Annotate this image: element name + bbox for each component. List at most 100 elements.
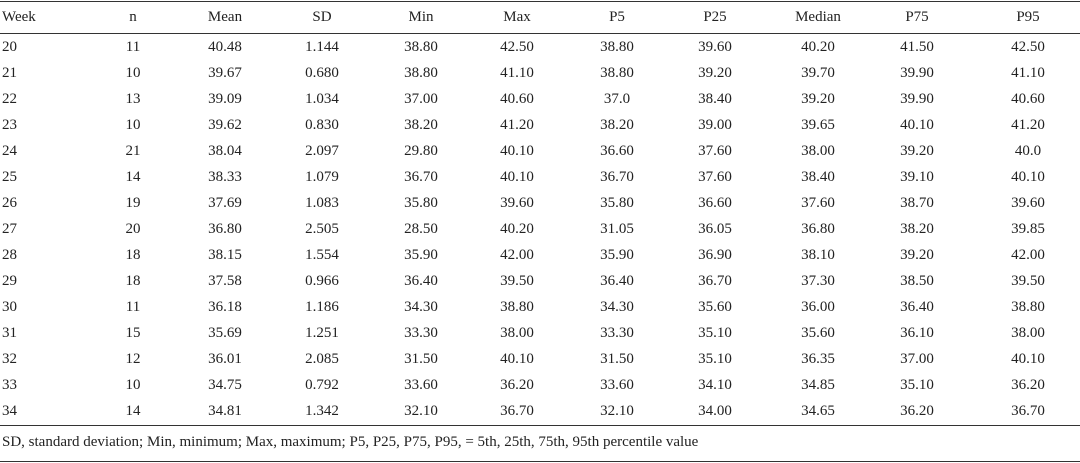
table-cell: 40.10	[500, 169, 534, 185]
table-cell: 39.70	[801, 65, 835, 81]
header-rule	[0, 33, 1080, 34]
header-cell: Max	[503, 9, 531, 25]
table-cell: 21	[125, 143, 141, 159]
header-cell: P25	[703, 9, 727, 25]
table-cell: 39.00	[698, 117, 732, 133]
table-cell: 38.20	[600, 117, 634, 133]
table-cell: 22	[2, 91, 17, 107]
table-cell: 36.01	[208, 351, 242, 367]
table-cell: 39.60	[1011, 195, 1045, 211]
table-cell: 19	[125, 195, 141, 211]
table-cell: 25	[2, 169, 17, 185]
table-cell: 34.00	[698, 403, 732, 419]
table-cell: 2.085	[305, 351, 339, 367]
table-cell: 37.69	[208, 195, 242, 211]
table-cell: 38.04	[208, 143, 242, 159]
table-cell: 34.81	[208, 403, 242, 419]
table-cell: 38.33	[208, 169, 242, 185]
table-cell: 28	[2, 247, 17, 263]
table-cell: 38.80	[404, 65, 438, 81]
table-cell: 0.830	[305, 117, 339, 133]
table-cell: 36.00	[801, 299, 835, 315]
table-cell: 32.10	[404, 403, 438, 419]
table-cell: 20	[2, 39, 17, 55]
table-cell: 38.20	[404, 117, 438, 133]
table-cell: 10	[125, 377, 141, 393]
table-cell: 40.10	[900, 117, 934, 133]
table-cell: 36.40	[600, 273, 634, 289]
table-cell: 33.60	[404, 377, 438, 393]
table-cell: 35.80	[600, 195, 634, 211]
table-cell: 24	[2, 143, 17, 159]
table-cell: 36.70	[600, 169, 634, 185]
table-cell: 37.60	[801, 195, 835, 211]
table-cell: 15	[125, 325, 141, 341]
table-cell: 11	[125, 299, 141, 315]
table-cell: 18	[125, 273, 141, 289]
table-cell: 36.80	[801, 221, 835, 237]
table-cell: 38.40	[801, 169, 835, 185]
table-cell: 41.20	[1011, 117, 1045, 133]
table-cell: 37.00	[900, 351, 934, 367]
table-cell: 1.186	[305, 299, 339, 315]
table-cell: 41.10	[1011, 65, 1045, 81]
table-cell: 36.70	[1011, 403, 1045, 419]
table-cell: 39.60	[698, 39, 732, 55]
table-cell: 38.50	[900, 273, 934, 289]
table-cell: 36.70	[404, 169, 438, 185]
table-cell: 36.20	[1011, 377, 1045, 393]
table-cell: 42.00	[1011, 247, 1045, 263]
table-cell: 31.50	[600, 351, 634, 367]
table-cell: 14	[125, 403, 141, 419]
table-cell: 38.80	[500, 299, 534, 315]
table-cell: 36.20	[900, 403, 934, 419]
table-cell: 40.48	[208, 39, 242, 55]
table-cell: 29.80	[404, 143, 438, 159]
table-cell: 31.05	[600, 221, 634, 237]
table-cell: 38.80	[600, 65, 634, 81]
table-cell: 37.0	[603, 91, 631, 107]
table-cell: 39.50	[1011, 273, 1045, 289]
table-cell: 39.50	[500, 273, 534, 289]
table-cell: 0.680	[305, 65, 339, 81]
table-cell: 0.966	[305, 273, 339, 289]
table-cell: 35.60	[698, 299, 732, 315]
table-cell: 39.20	[900, 247, 934, 263]
table-cell: 38.00	[500, 325, 534, 341]
table-cell: 40.20	[500, 221, 534, 237]
table-cell: 12	[125, 351, 141, 367]
table-cell: 36.90	[698, 247, 732, 263]
table-cell: 40.10	[1011, 351, 1045, 367]
table-cell: 30	[2, 299, 17, 315]
table-cell: 36.80	[208, 221, 242, 237]
header-cell: n	[129, 9, 137, 25]
table-cell: 38.15	[208, 247, 242, 263]
table-cell: 42.50	[1011, 39, 1045, 55]
header-cell: P75	[905, 9, 929, 25]
table-cell: 39.62	[208, 117, 242, 133]
table-cell: 29	[2, 273, 17, 289]
table-cell: 38.70	[900, 195, 934, 211]
table-cell: 38.00	[1011, 325, 1045, 341]
table-cell: 40.20	[801, 39, 835, 55]
table-cell: 26	[2, 195, 17, 211]
table-cell: 39.20	[900, 143, 934, 159]
table-cell: 39.67	[208, 65, 242, 81]
table-cell: 39.60	[500, 195, 534, 211]
table-cell: 31	[2, 325, 17, 341]
table-cell: 36.40	[900, 299, 934, 315]
table-cell: 1.251	[305, 325, 339, 341]
table-cell: 33.60	[600, 377, 634, 393]
table-cell: 35.69	[208, 325, 242, 341]
table-cell: 32	[2, 351, 17, 367]
table-cell: 39.20	[698, 65, 732, 81]
table-cell: 36.35	[801, 351, 835, 367]
table-cell: 10	[125, 65, 141, 81]
body-rule	[0, 425, 1080, 426]
table-cell: 32.10	[600, 403, 634, 419]
table-cell: 33	[2, 377, 17, 393]
footnote: SD, standard deviation; Min, minimum; Ma…	[2, 434, 699, 450]
table-cell: 37.60	[698, 169, 732, 185]
table-cell: 20	[125, 221, 141, 237]
